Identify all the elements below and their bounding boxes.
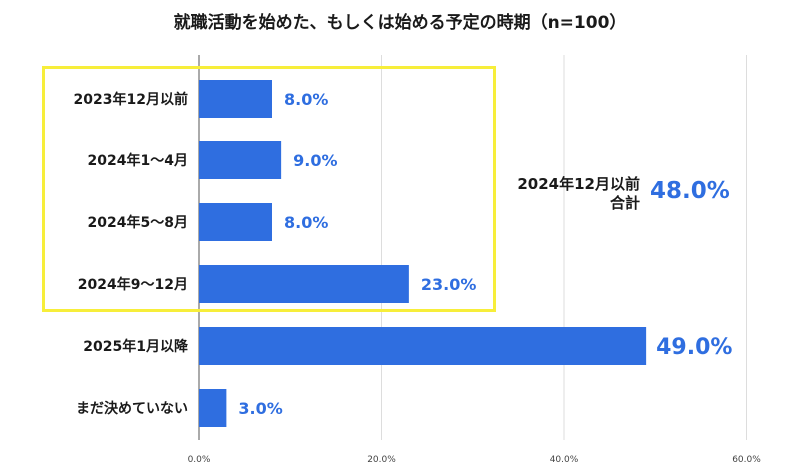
category-label: 2024年9〜12月 [78, 276, 188, 293]
category-label: 2025年1月以降 [83, 338, 189, 355]
value-label: 8.0% [284, 90, 328, 109]
bar [199, 203, 272, 241]
value-label: 8.0% [284, 213, 328, 232]
x-tick-label: 60.0% [732, 455, 761, 465]
bars [199, 80, 647, 427]
category-label: 2023年12月以前 [74, 91, 188, 108]
chart-title: 就職活動を始めた、もしくは始める予定の時期（n=100） [173, 13, 627, 33]
summary-value: 48.0% [650, 178, 730, 204]
summary-label: 2024年12月以前 合計 [490, 175, 640, 213]
category-label: まだ決めていない [76, 400, 188, 417]
value-label: 23.0% [421, 275, 477, 294]
highlight-box [42, 66, 496, 312]
bar [199, 265, 409, 303]
summary-label-line1: 2024年12月以前 [517, 175, 640, 193]
summary-label-line2: 合計 [609, 194, 640, 212]
value-label: 3.0% [238, 399, 282, 418]
bar [199, 80, 272, 118]
grid-lines [198, 55, 747, 440]
x-tick-label: 0.0% [188, 455, 211, 465]
value-label: 49.0% [656, 335, 732, 360]
bar [199, 389, 227, 427]
x-tick-labels: 0.0% 20.0% 40.0% 60.0% [188, 455, 762, 465]
category-label: 2024年1〜4月 [88, 152, 188, 169]
bar [199, 141, 282, 179]
bar [199, 327, 647, 365]
category-labels: 2023年12月以前 2024年1〜4月 2024年5〜8月 2024年9〜12月 20… [74, 91, 189, 417]
category-label: 2024年5〜8月 [88, 214, 188, 231]
value-labels: 8.0% 9.0% 8.0% 23.0% 49.0% 3.0% [238, 90, 732, 418]
value-label: 9.0% [293, 151, 337, 170]
x-tick-label: 40.0% [550, 455, 579, 465]
x-tick-label: 20.0% [367, 455, 396, 465]
